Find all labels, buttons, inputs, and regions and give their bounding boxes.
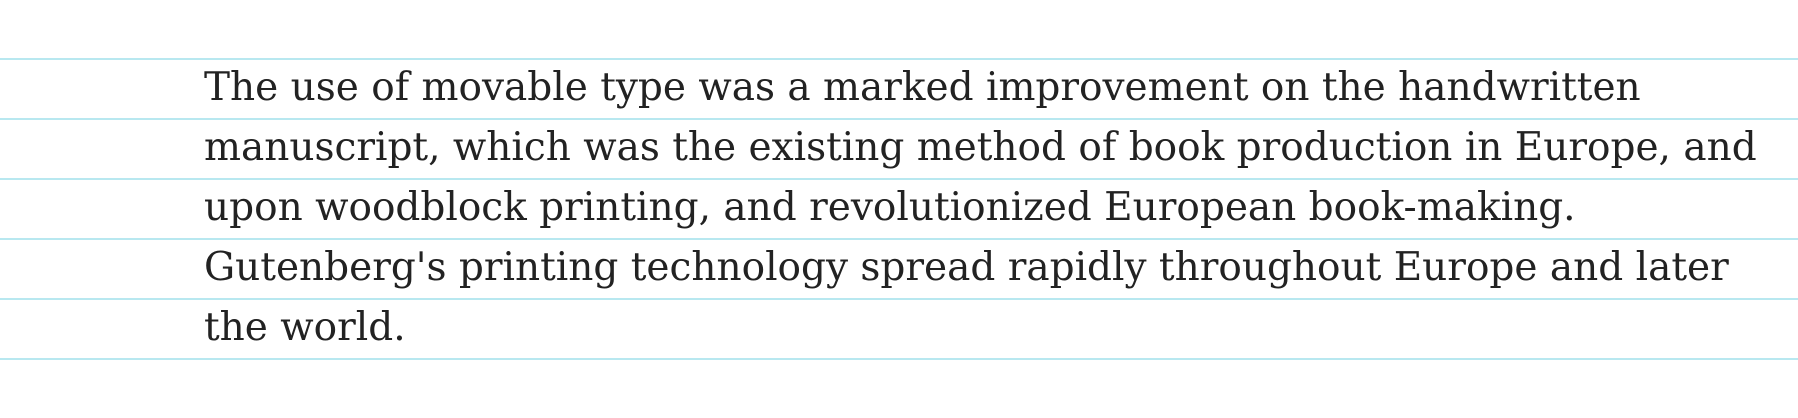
- text-line: Gutenberg's printing technology spread r…: [204, 245, 1729, 290]
- rule-line: [0, 118, 1798, 120]
- rule-line: [0, 358, 1798, 360]
- text-line: upon woodblock printing, and revolutioni…: [204, 185, 1576, 230]
- rule-line: [0, 178, 1798, 180]
- rule-line: [0, 298, 1798, 300]
- rule-line: [0, 58, 1798, 60]
- text-line: manuscript, which was the existing metho…: [204, 125, 1757, 170]
- text-line: The use of movable type was a marked imp…: [204, 65, 1641, 110]
- text-line: the world.: [204, 305, 406, 350]
- body-paragraph: The use of movable type was a marked imp…: [204, 58, 1757, 358]
- rule-line: [0, 238, 1798, 240]
